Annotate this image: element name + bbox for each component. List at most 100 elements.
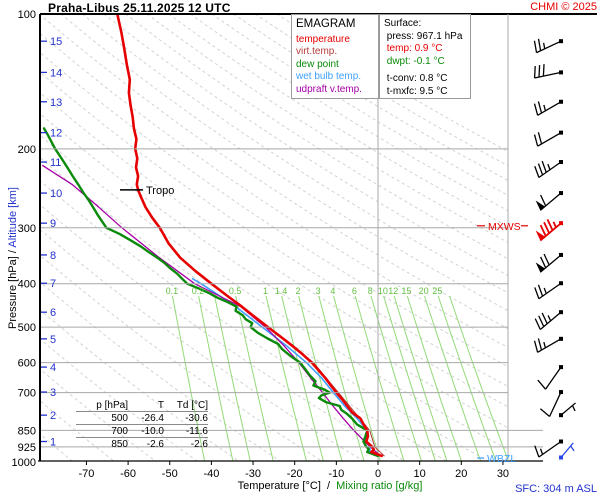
mxws-label: MXWS [488, 221, 521, 233]
altitude-tick-label: 7 [50, 278, 56, 290]
dry-adiabat-line [146, 14, 508, 243]
levels-table-header: p [hPa] T Td [°C] [76, 399, 208, 412]
temperature-tick-label: 30 [497, 468, 509, 480]
altitude-tick-label: 8 [50, 250, 56, 262]
table-row: 700 -10.0 -11.6 [76, 425, 208, 438]
altitude-tick-label: 9 [50, 218, 56, 230]
mixing-ratio-label: 0.1 [166, 286, 179, 296]
surface-title: Surface: [384, 18, 422, 29]
temperature-tick-label: -70 [78, 468, 94, 480]
temperature-tick-label: -50 [162, 468, 178, 480]
wind-barb [534, 160, 563, 179]
temperature-tick-label: 20 [455, 468, 467, 480]
temperature-tick-label: -10 [328, 468, 344, 480]
altitude-tick-label: 1 [50, 437, 56, 449]
altitude-tick-label: 14 [50, 67, 62, 79]
pressure-tick-label: 1000 [12, 457, 36, 469]
mixing-ratio-label: 0.2 [192, 286, 205, 296]
mixing-ratio-label: 1 [263, 286, 268, 296]
dry-adiabat-line [40, 309, 240, 461]
table-row: 850 -2.6 -2.6 [111, 439, 208, 450]
altitude-tick-label: 6 [50, 307, 56, 319]
x-axis-title-temperature: Temperature [°C] [237, 480, 321, 492]
wind-barb [535, 191, 563, 211]
pressure-tick-label: 300 [18, 223, 36, 235]
pressure-tick-label: 850 [18, 425, 36, 437]
altitude-tick-label: 2 [50, 410, 56, 422]
altitude-tick-label: 10 [50, 188, 62, 200]
pressure-tick-label: 200 [18, 144, 36, 156]
wind-barb [535, 252, 563, 273]
altitude-tick-label: 5 [50, 334, 56, 346]
dry-adiabat-line [40, 281, 281, 461]
dry-adiabat-line [40, 71, 508, 387]
mixing-ratio-label: 2 [296, 286, 301, 296]
legend-item-updraft: udpraft v.temp. [296, 83, 362, 95]
pressure-tick-label: 600 [18, 358, 36, 370]
surface-tconv: t-conv: 0.8 °C [384, 73, 448, 84]
legend-item-temperature: temperature [296, 33, 350, 45]
mixing-ratio-line [281, 295, 324, 461]
mixing-ratio-label: 1.4 [275, 286, 288, 296]
wind-barb [537, 365, 563, 390]
y-axis-title: Pressure [hPa] / Altitude [km] [7, 187, 19, 329]
dry-adiabat-line [40, 92, 508, 408]
y-axis-title-pressure: Pressure [hPa] [7, 256, 19, 329]
dry-adiabat-line [40, 112, 508, 429]
tropopause-label: Tropo [146, 185, 174, 197]
altitude-tick-label: 11 [50, 157, 61, 169]
legend-item-virt-temp: virt.temp. [296, 46, 338, 57]
pressure-tick-label: 100 [18, 9, 36, 21]
wind-barb [559, 402, 576, 418]
mixing-ratio-line [424, 295, 482, 461]
mixing-ratio-line [449, 295, 508, 461]
mixing-ratio-line [354, 295, 405, 461]
mixing-ratio-label: 0.5 [229, 286, 242, 296]
pressure-tick-label: 500 [18, 322, 36, 334]
legend-title: EMAGRAM [296, 18, 356, 30]
mixing-ratio-line [172, 295, 206, 461]
wet-bulb-temp-curve [191, 277, 381, 457]
altitude-tick-label: 13 [50, 97, 62, 109]
dry-adiabat-line [40, 51, 508, 368]
dew-point-curve [42, 127, 379, 458]
dry-adiabat-line [81, 14, 508, 294]
temperature-tick-label: -30 [245, 468, 261, 480]
temperature-tick-label: 0 [375, 468, 381, 480]
wind-barb [533, 64, 563, 79]
wind-barb [533, 99, 563, 116]
wind-barb [533, 130, 563, 147]
mixing-ratio-label: 10 [378, 286, 388, 296]
legend-box: EMAGRAM temperature virt.temp. dew point… [291, 14, 379, 99]
dry-adiabat-line [60, 14, 508, 312]
pressure-tick-label: 700 [18, 388, 36, 400]
dry-adiabat-line [40, 14, 508, 330]
mixing-ratio-label: 6 [352, 286, 357, 296]
dry-adiabat-line [40, 228, 365, 461]
table-row: 500 -26.4 -30.6 [76, 412, 208, 425]
mixing-ratio-line [235, 295, 274, 461]
altitude-tick-label: 15 [50, 36, 62, 48]
surface-box: Surface: press: 967.1 hPa temp: 0.9 °C d… [379, 14, 471, 99]
temperature-tick-label: -60 [120, 468, 136, 480]
temperature-tick-label: -20 [287, 468, 303, 480]
mixing-ratio-label: 4 [330, 286, 335, 296]
wind-barb [534, 281, 563, 300]
mixing-ratio-line [383, 295, 436, 461]
altitude-tick-label: 12 [50, 128, 62, 140]
surface-dwpt: dwpt: -0.1 °C [384, 55, 445, 67]
mixing-ratio-line [437, 295, 497, 461]
mixing-ratio-line [318, 295, 365, 461]
mixing-ratio-line [406, 295, 462, 461]
wbzl-label: WBZL [487, 453, 516, 465]
udpraft-v-temp-curve [42, 164, 383, 457]
dry-adiabat-line [40, 204, 406, 461]
wind-barb [539, 390, 563, 418]
station-elevation-label: SFC: 304 m ASL [515, 483, 597, 495]
wind-barb [559, 442, 575, 460]
y-axis-title-altitude: Altitude [km] [7, 187, 19, 248]
pressure-tick-label: 925 [18, 442, 36, 454]
mixing-ratio-label: 25 [432, 286, 442, 296]
